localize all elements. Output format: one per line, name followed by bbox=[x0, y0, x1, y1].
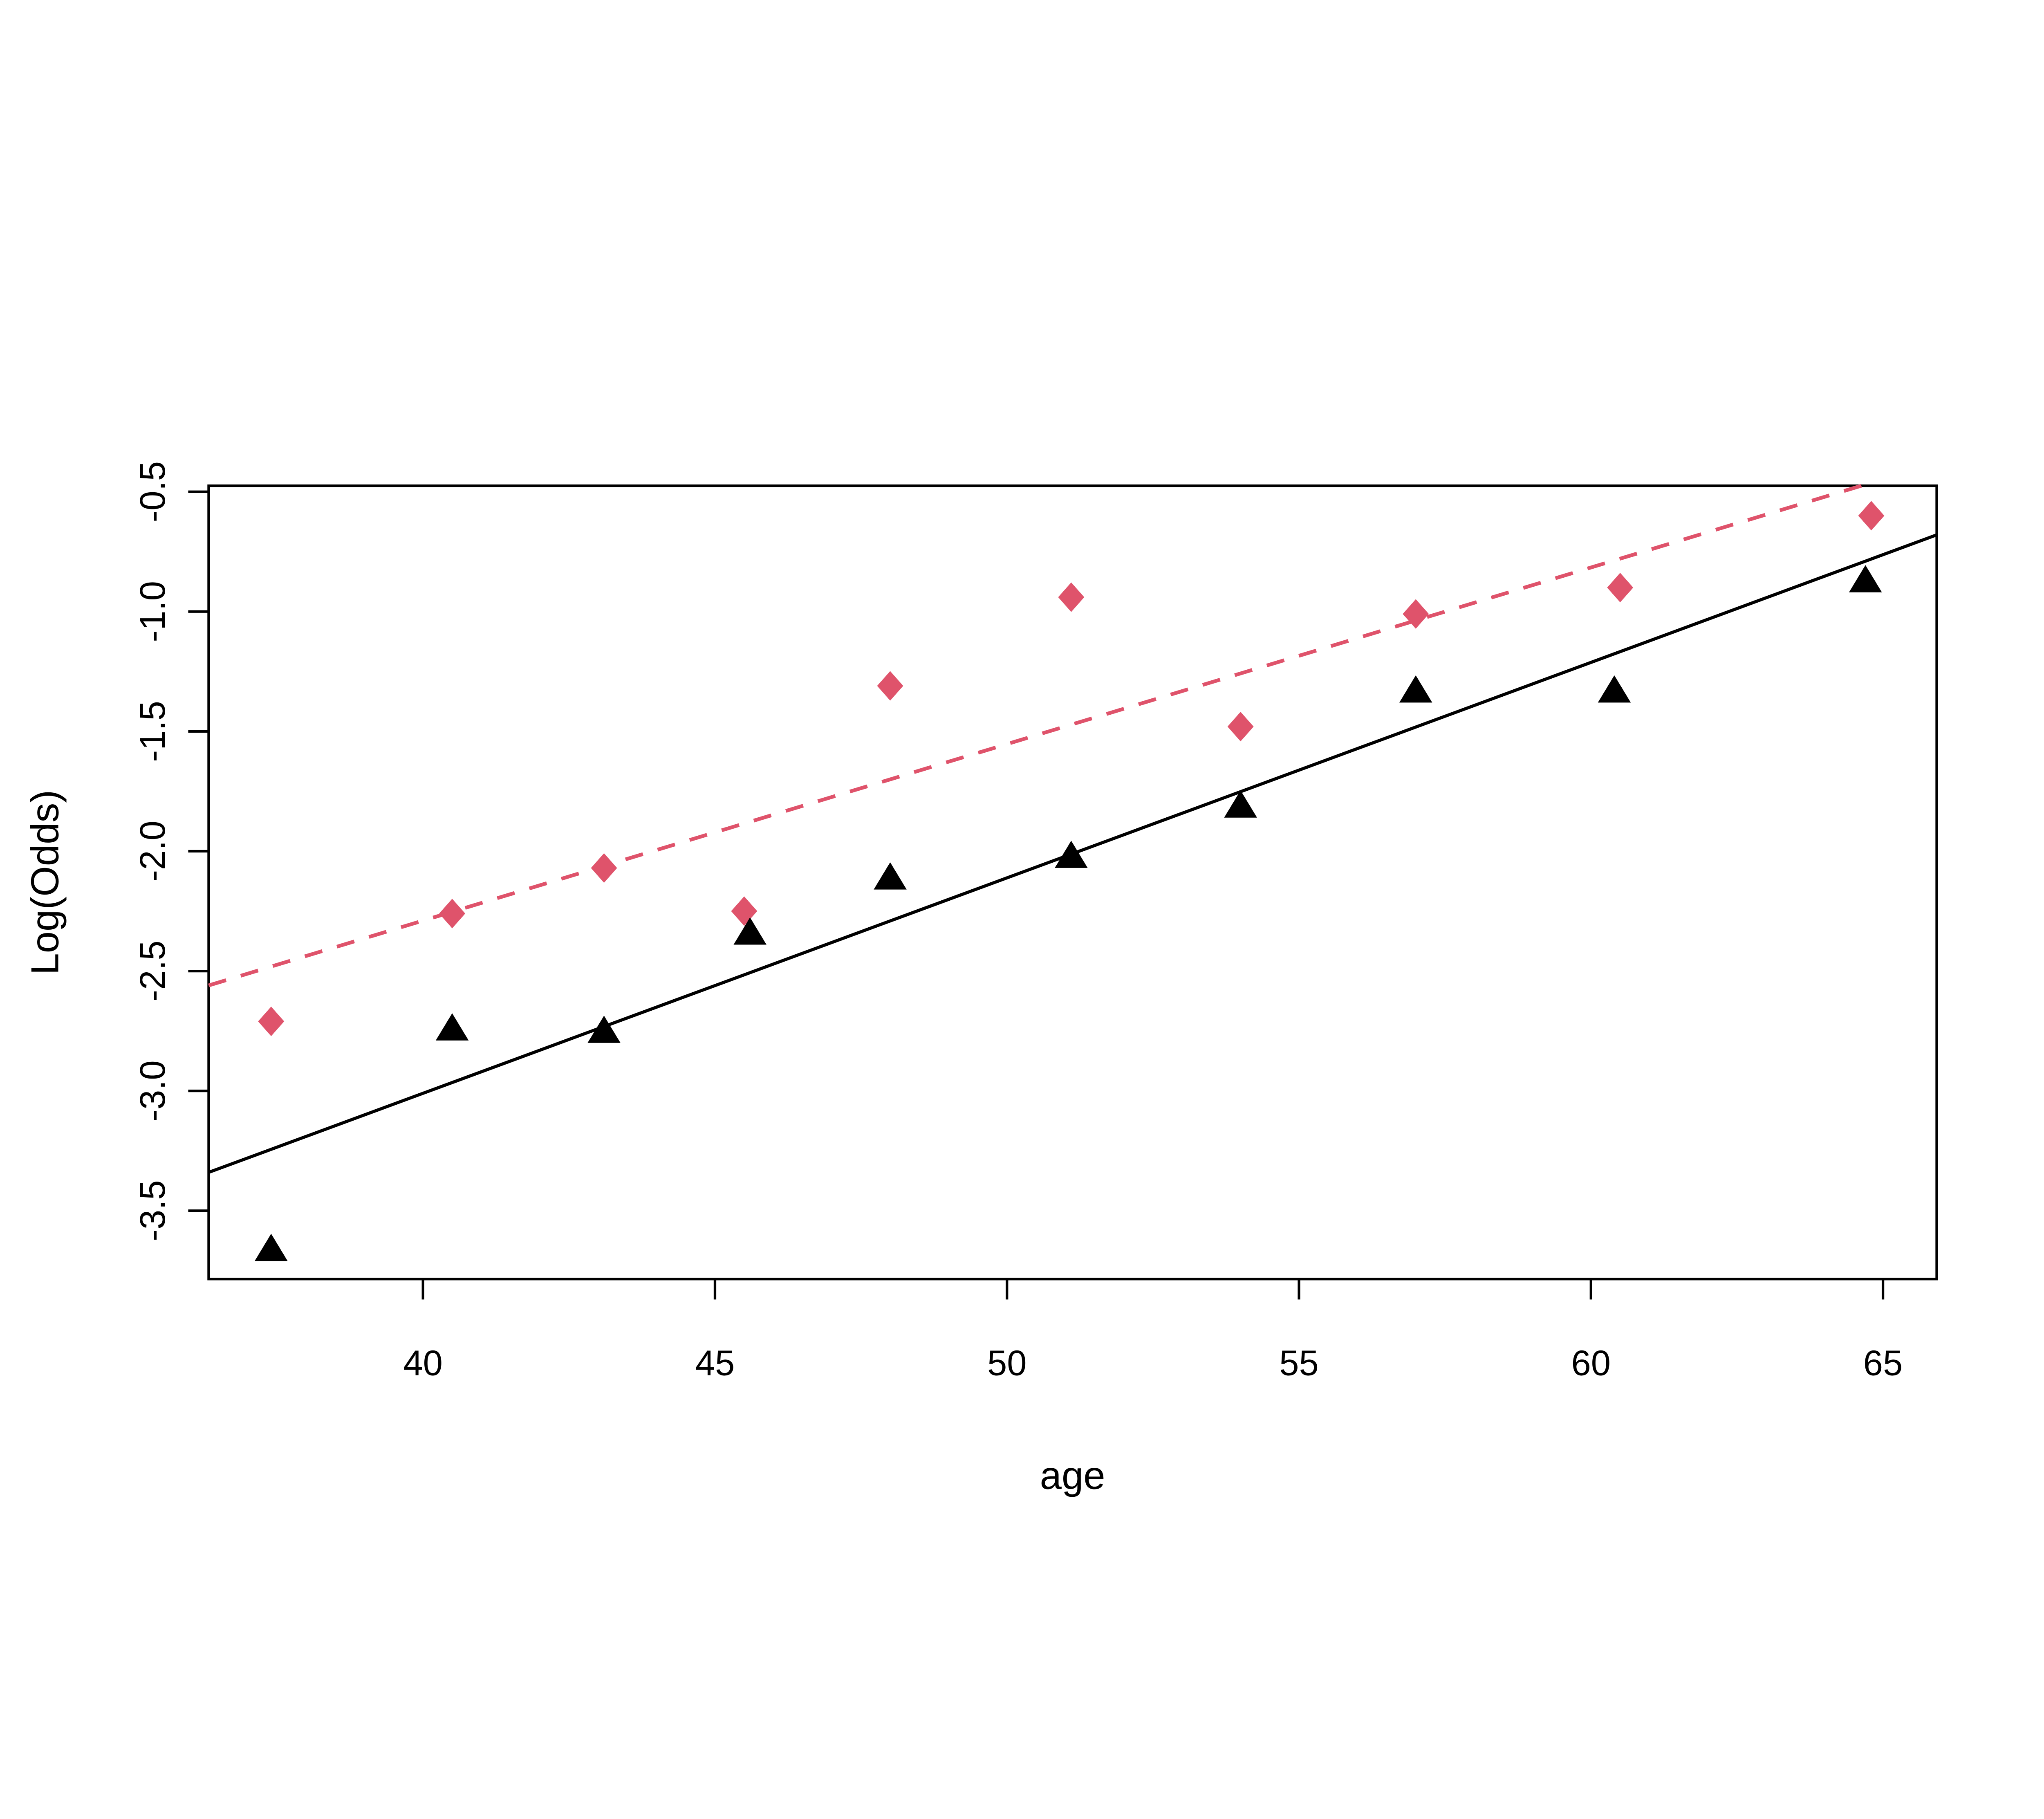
data-point-triangle-age-45.6 bbox=[733, 917, 766, 945]
x-tick-label-65: 65 bbox=[1863, 1344, 1903, 1383]
data-point-diamond-age-40.5 bbox=[439, 899, 466, 929]
data-point-triangle-age-54 bbox=[1224, 790, 1257, 818]
data-point-diamond-age-57 bbox=[1403, 599, 1429, 629]
data-point-diamond-age-54 bbox=[1227, 712, 1254, 742]
axis-tick-labels: 40 45 50 55 60 65 -0.5 -1.0 -1.5 -2.0 -2.5 -3.0 -3.5 bbox=[133, 461, 1903, 1383]
data-point-diamond-age-51.1 bbox=[1058, 582, 1085, 612]
data-point-triangle-age-48 bbox=[874, 862, 907, 890]
y-tick-label--2.0: -2.0 bbox=[133, 821, 173, 882]
x-tick-label-45: 45 bbox=[695, 1344, 735, 1383]
x-tick-label-50: 50 bbox=[987, 1344, 1027, 1383]
y-tick-label--2.5: -2.5 bbox=[133, 940, 173, 1002]
data-point-triangle-age-37.4 bbox=[254, 1234, 288, 1261]
data-points bbox=[254, 501, 1885, 1261]
data-point-diamond-age-60.5 bbox=[1607, 573, 1634, 603]
plot-border bbox=[207, 484, 1938, 1281]
x-tick-label-40: 40 bbox=[403, 1344, 443, 1383]
y-tick-label--1.0: -1.0 bbox=[133, 581, 173, 642]
data-point-triangle-age-57 bbox=[1399, 675, 1432, 703]
y-tick-label--3.5: -3.5 bbox=[133, 1180, 173, 1241]
data-point-diamond-age-37.4 bbox=[258, 1007, 285, 1036]
axis-ticks bbox=[188, 490, 1885, 1300]
y-axis-title: Log(Odds) bbox=[23, 790, 67, 975]
y-tick-label--3.0: -3.0 bbox=[133, 1060, 173, 1121]
x-tick-label-60: 60 bbox=[1571, 1344, 1611, 1383]
y-tick-label--1.5: -1.5 bbox=[133, 701, 173, 762]
data-point-triangle-age-43.1 bbox=[587, 1016, 621, 1043]
data-point-diamond-age-43.1 bbox=[591, 853, 617, 883]
data-point-diamond-age-48 bbox=[877, 671, 903, 701]
x-tick-label-55: 55 bbox=[1279, 1344, 1319, 1383]
data-point-diamond-age-64.8 bbox=[1858, 501, 1885, 531]
data-point-triangle-age-40.5 bbox=[435, 1013, 469, 1041]
data-point-triangle-age-64.7 bbox=[1849, 565, 1882, 592]
data-point-triangle-age-60.4 bbox=[1598, 675, 1631, 703]
data-point-diamond-age-45.5 bbox=[731, 896, 758, 926]
y-tick-label--0.5: -0.5 bbox=[133, 461, 173, 523]
data-point-triangle-age-51.1 bbox=[1055, 841, 1088, 868]
x-axis-title: age bbox=[1040, 1454, 1105, 1498]
